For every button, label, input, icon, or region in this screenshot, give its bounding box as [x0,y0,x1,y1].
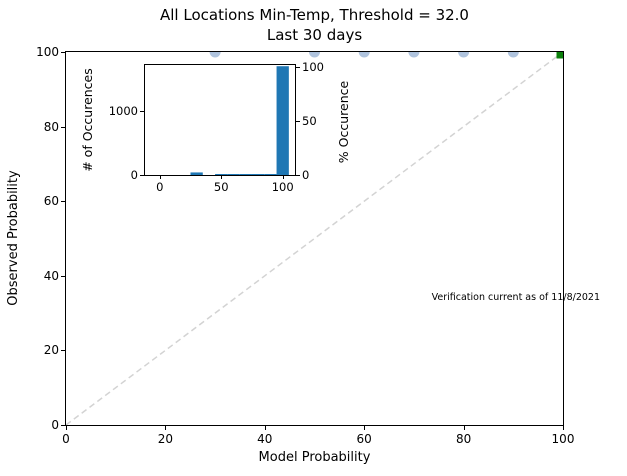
x-tick-mark [463,426,465,430]
y-tick-label: 40 [43,268,59,283]
y-tick-mark [61,201,65,203]
one-to-one-dashed-line [66,52,563,425]
y-tick-mark [61,350,65,352]
x-tick-label: 60 [356,432,372,446]
y-tick-label: 0 [51,418,59,432]
x-tick-mark [165,426,167,430]
histogram-bar [215,174,228,175]
histogram-bar [239,174,252,175]
inset-right-tick-label: 50 [302,114,317,129]
inset-histogram-svg [190,66,289,175]
observed-probability-points-marker [507,52,519,58]
inset-x-tick-label: 0 [156,180,164,194]
inset-left-tick-label: 1000 [108,104,138,118]
y-tick-mark [61,275,65,277]
y-tick-label: 80 [43,119,59,134]
inset-left-axis-label: # of Occurences [80,68,95,172]
chart-title: All Locations Min-Temp, Threshold = 32.0… [66,5,563,45]
x-tick-label: 40 [257,432,273,446]
chart-title-line1: All Locations Min-Temp, Threshold = 32.0 [160,6,469,24]
y-tick-mark [61,425,65,426]
observed-probability-points-marker [209,52,221,58]
main-plot-area: Verification current as of 11/8/2021 [65,51,600,426]
inset-left-tick-label: 0 [130,168,138,182]
observed-probability-points-marker [358,52,370,58]
y-tick-label: 100 [36,45,59,59]
histogram-bar [264,174,277,175]
inset-right-tick-label: 100 [302,60,324,75]
verification-annotation: Verification current as of 11/8/2021 [431,292,600,303]
y-axis-label: Observed Probability [6,170,21,306]
observed-probability-points-marker [408,52,420,58]
inset-histogram [144,64,296,176]
histogram-bar [190,172,203,175]
chart-title-line2: Last 30 days [266,26,363,44]
x-tick-label: 20 [157,432,174,446]
x-axis-label: Model Probability [258,450,371,465]
inset-right-tick-mark [296,121,300,123]
histogram-bar [276,66,289,175]
x-tick-mark [563,426,564,430]
main-plot-svg [66,52,563,425]
x-tick-mark [364,426,366,430]
inset-x-tick-label: 100 [271,180,294,194]
observed-probability-points-marker [458,52,470,58]
inset-x-tick-label: 50 [213,180,229,194]
inset-right-tick-label: 0 [302,168,310,182]
perfect-forecast-point-marker [556,52,563,59]
x-tick-label: 0 [62,432,70,446]
histogram-bar [227,174,240,175]
y-tick-mark [61,52,65,53]
y-tick-label: 20 [43,343,59,358]
y-tick-mark [61,126,65,128]
x-tick-label: 80 [455,432,472,446]
inset-x-tick-mark [159,176,161,179]
observed-probability-points-marker [309,52,320,58]
inset-right-tick-mark [296,67,300,69]
x-tick-mark [264,426,266,430]
histogram-bar [251,174,265,175]
x-tick-label: 100 [551,432,575,446]
inset-x-tick-mark [221,176,223,179]
x-tick-mark [66,426,67,430]
y-tick-label: 60 [43,194,59,209]
inset-left-tick-mark [140,111,144,112]
inset-left-tick-mark [140,175,144,176]
inset-x-tick-mark [282,176,284,179]
inset-right-tick-mark [296,175,300,176]
